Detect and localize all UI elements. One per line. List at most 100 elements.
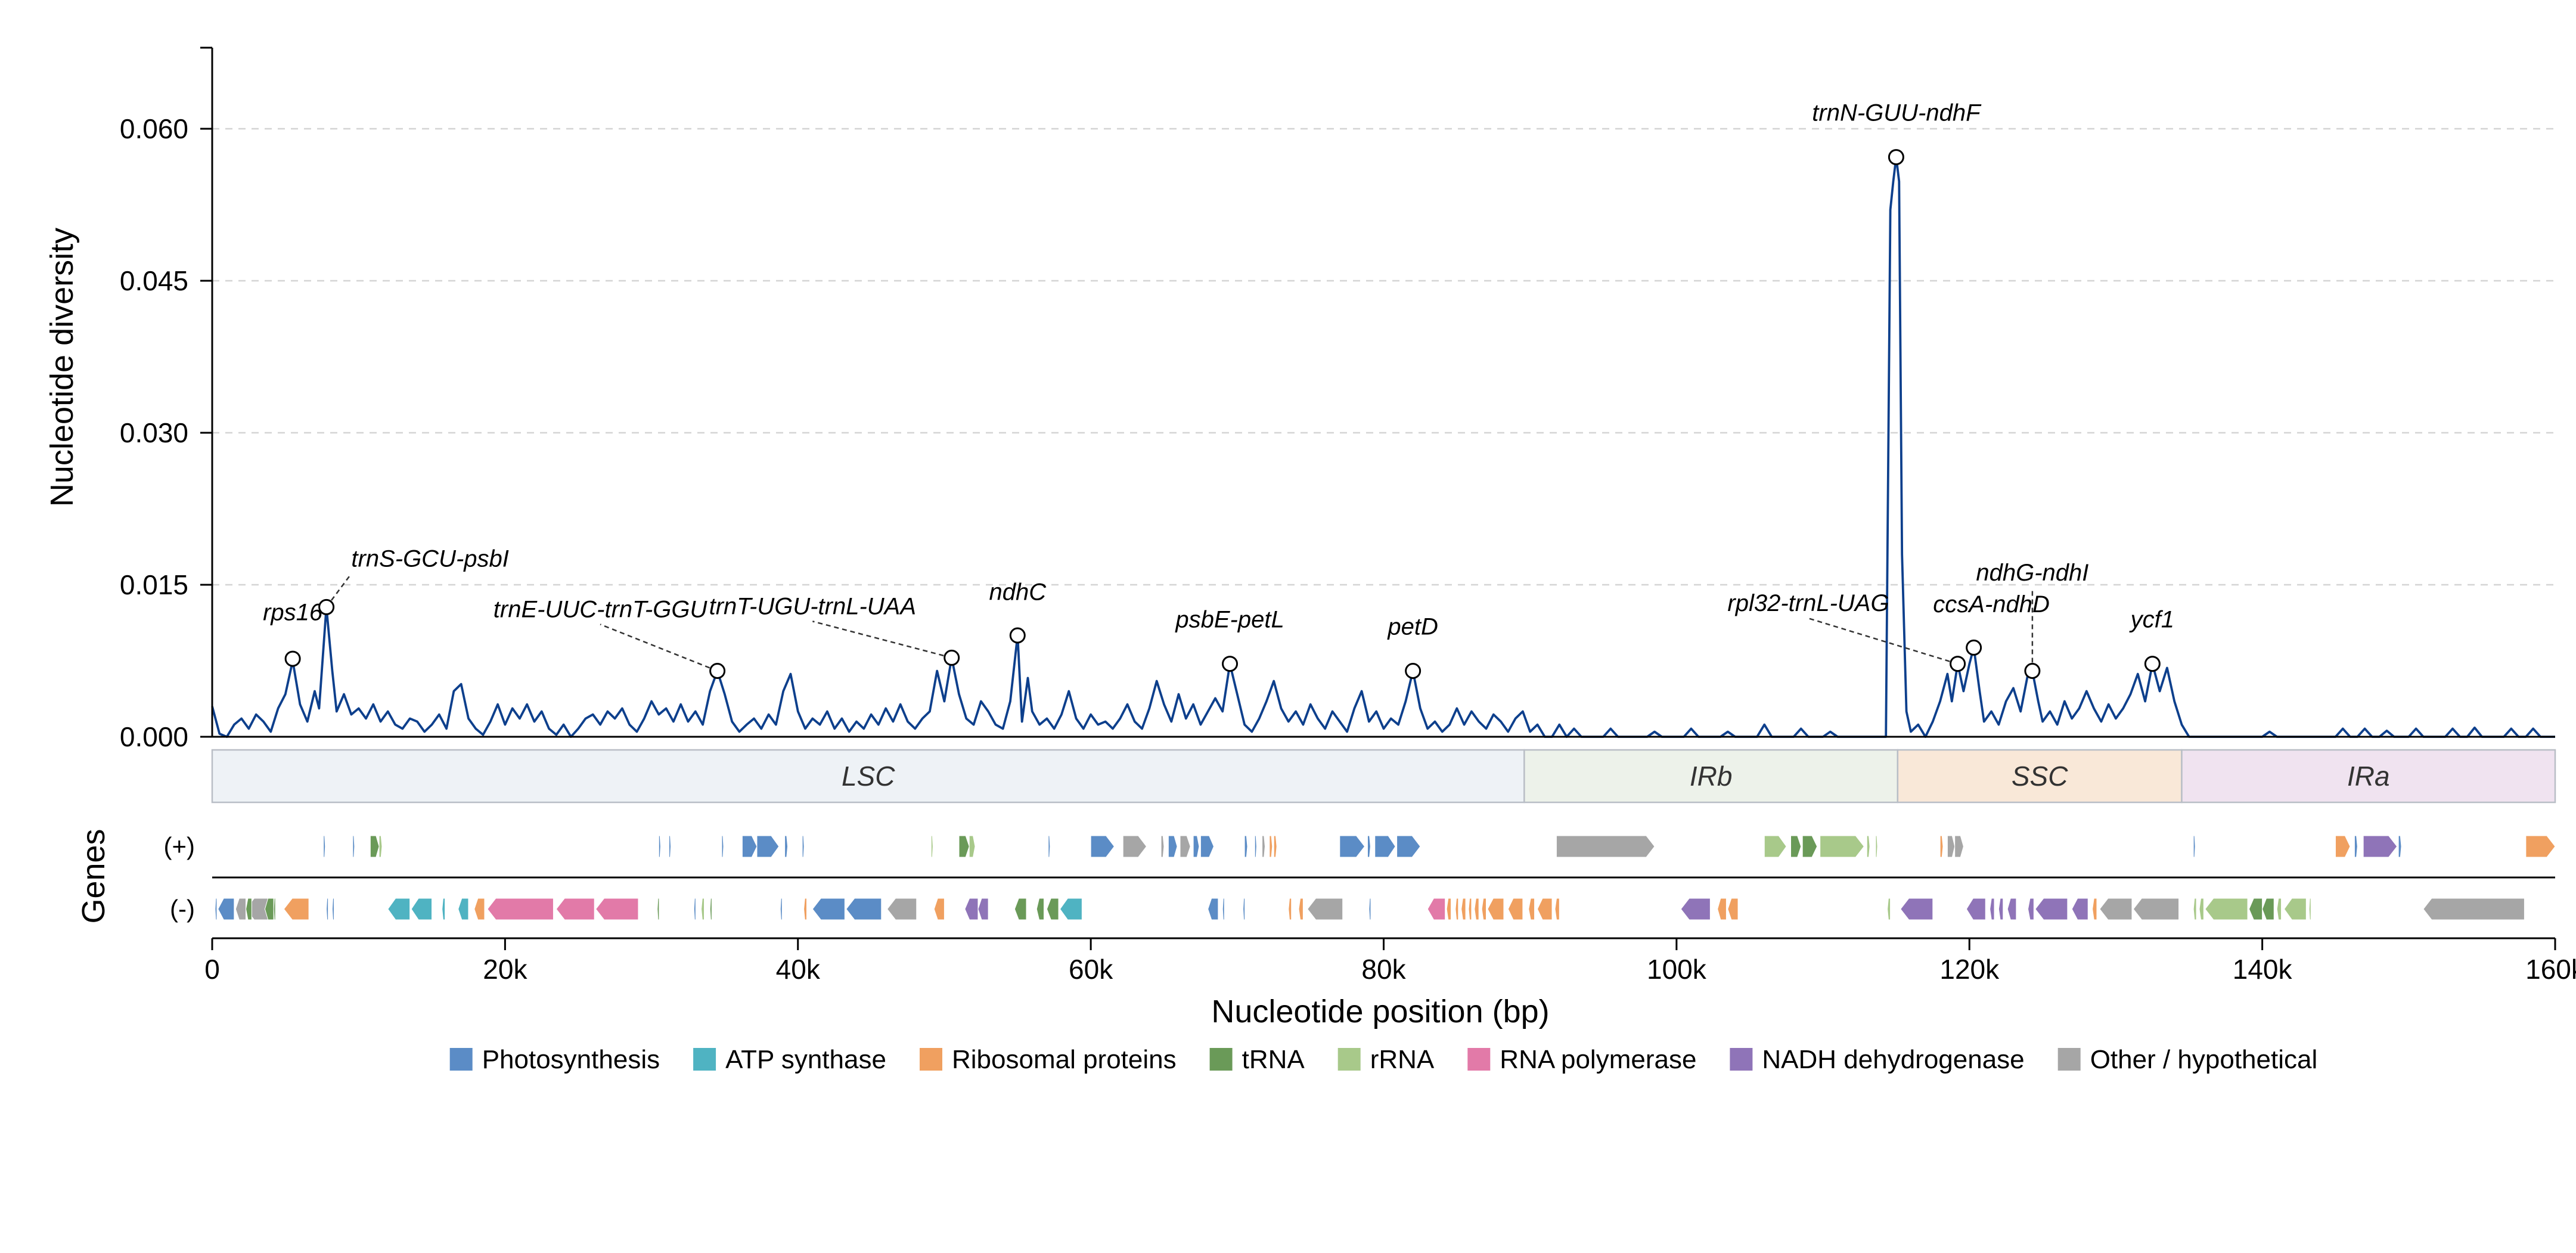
gene-minus (1717, 898, 1727, 920)
gene-minus (2199, 898, 2204, 920)
legend-item: RNA polymerase (1467, 1045, 1696, 1074)
y-tick-label: 0.060 (120, 113, 188, 144)
gene-plus (378, 835, 383, 858)
gene-minus (1990, 898, 1995, 920)
gene-minus (1427, 898, 1446, 920)
gene-minus (780, 898, 783, 920)
peak-marker (1950, 656, 1966, 672)
gene-plus (1802, 835, 1818, 858)
region-label: IRb (1690, 761, 1733, 792)
gene-minus (2262, 898, 2274, 920)
x-tick-label: 120k (1939, 954, 2000, 985)
legend-item: Ribosomal proteins (920, 1045, 1177, 1074)
gene-minus (1481, 898, 1486, 920)
region-label: SSC (2012, 761, 2068, 792)
legend-item: rRNA (1337, 1045, 1435, 1074)
gene-minus (2276, 898, 2282, 920)
gene-plus (1193, 835, 1200, 858)
legend-label: Photosynthesis (482, 1045, 660, 1074)
gene-minus (2308, 898, 2311, 920)
legend-item: ATP synthase (693, 1045, 886, 1074)
gene-minus (1243, 898, 1246, 920)
gene-plus (1556, 835, 1655, 858)
gene-minus (245, 898, 252, 920)
peak-label: trnS-GCU-psbI (351, 545, 509, 572)
peak-label: ccsA-ndhD (1933, 591, 2050, 618)
gene-plus (1947, 835, 1956, 858)
gene-minus (1487, 898, 1504, 920)
gene-plus (1339, 835, 1365, 858)
gridlines (212, 128, 2555, 586)
peak-label: trnT-UGU-trnL-UAA (709, 593, 916, 619)
gene-plus (1273, 835, 1277, 858)
gene-minus (2071, 898, 2088, 920)
legend-item: tRNA (1209, 1045, 1305, 1074)
gene-minus (933, 898, 945, 920)
peak-marker (2024, 663, 2041, 679)
legend: Photosynthesis ATP synthase Ribosomal prot… (449, 1045, 2318, 1074)
gene-minus (2035, 898, 2068, 920)
annotation-leader (325, 573, 352, 608)
gene-plus (1048, 835, 1051, 858)
legend-label: NADH dehydrogenase (1762, 1045, 2024, 1074)
gene-minus (693, 898, 696, 920)
gene-minus (1528, 898, 1535, 920)
gene-minus (1887, 898, 1891, 920)
peak-marker (318, 598, 335, 615)
gene-minus (1368, 898, 1371, 920)
legend-label: Other / hypothetical (2090, 1045, 2318, 1074)
gene-plus (1820, 835, 1864, 858)
legend-label: ATP synthase (725, 1045, 886, 1074)
gene-minus (886, 898, 917, 920)
gene-minus (387, 898, 411, 920)
peak-label: psbE-petL (1175, 606, 1284, 632)
strand-minus-label: (-) (170, 895, 195, 923)
peak-marker (944, 649, 960, 666)
peak-marker (284, 650, 301, 667)
region-label: IRa (2347, 761, 2390, 792)
y-axis-title: Nucleotide diversity (44, 228, 80, 507)
legend-swatch (1467, 1048, 1491, 1071)
legend-swatch (449, 1048, 473, 1071)
peak-label: trnN-GUU-ndhF (1812, 100, 1982, 126)
peak-marker (1009, 627, 1026, 644)
annotation-leader (600, 624, 718, 672)
peak-marker (1888, 149, 1904, 166)
peak-label: rpl32-trnL-UAG (1727, 590, 1889, 616)
gene-plus (1262, 835, 1265, 858)
peak-marker (1222, 656, 1239, 672)
gene-minus (2283, 898, 2307, 920)
gene-plus (1269, 835, 1273, 858)
gene-minus (977, 898, 989, 920)
gene-minus (264, 898, 274, 920)
gene-minus (1036, 898, 1045, 920)
y-tick-label: 0.000 (120, 721, 188, 752)
annotation-leader (1808, 618, 1958, 665)
gene-minus (812, 898, 845, 920)
gene-minus (331, 898, 334, 920)
gene-plus (352, 835, 355, 858)
x-tick-label: 80k (1361, 954, 1406, 985)
region-label: LSC (842, 761, 895, 792)
legend-label: Ribosomal proteins (952, 1045, 1177, 1074)
genes-track-title: Genes (76, 829, 111, 923)
gene-plus (669, 835, 672, 858)
gene-plus (784, 835, 789, 858)
gene-minus (1468, 898, 1472, 920)
gene-minus (555, 898, 595, 920)
gene-plus (1160, 835, 1165, 858)
gene-minus (2028, 898, 2034, 920)
gene-plus (1168, 835, 1178, 858)
gene-tracks (212, 835, 2556, 920)
legend-label: tRNA (1242, 1045, 1305, 1074)
x-tick-label: 140k (2233, 954, 2293, 985)
gene-plus (2354, 835, 2358, 858)
gene-minus (2248, 898, 2263, 920)
gene-minus (218, 898, 235, 920)
region-irb (1523, 749, 1899, 804)
gene-minus (657, 898, 660, 920)
legend-label: RNA polymerase (1500, 1045, 1696, 1074)
gene-plus (1254, 835, 1257, 858)
gene-minus (2092, 898, 2097, 920)
